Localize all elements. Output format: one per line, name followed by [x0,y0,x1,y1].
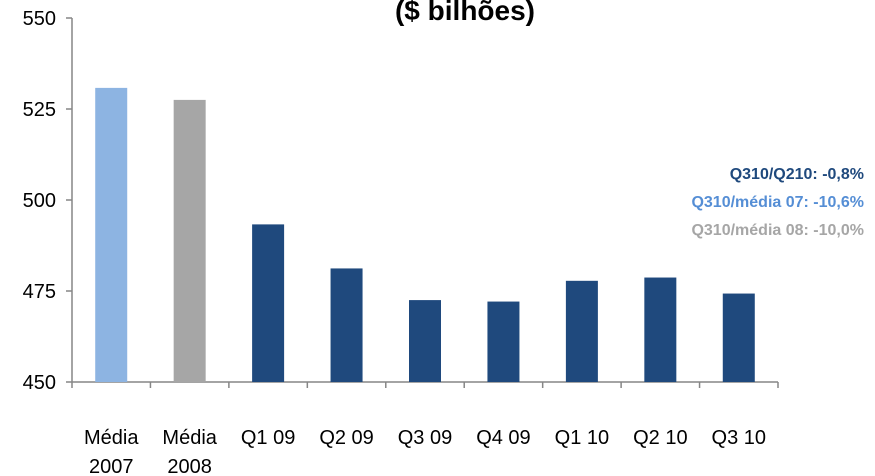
chart-title: ($ bilhões) [395,0,535,26]
x-tick-label: Q3 09 [398,427,452,449]
x-tick-label: Q2 09 [319,427,373,449]
y-tick-label: 450 [23,372,56,394]
bar [409,300,441,382]
x-tick-label: 2007 [89,456,134,476]
x-tick-label: Q3 10 [712,427,766,449]
bar [330,268,363,382]
x-axis-labels: Média 2007 Média 2008 Q1 09 Q2 09 Q3 09 Q4 09 Q1… [84,427,766,476]
y-axis-ticks: 450 475 500 525 550 [23,8,72,394]
bar [722,293,755,382]
x-tick-label: Q1 10 [555,427,609,449]
x-axis-ticks [71,382,779,388]
bar [565,280,598,382]
y-tick-label: 550 [23,8,56,30]
comparison-annotation: Q310/média 07: -10,6% [691,194,864,211]
comparison-annotation: Q310/média 08: -10,0% [691,222,864,239]
x-tick-label: Q1 09 [241,427,295,449]
comparison-annotation: Q310/Q210: -0,8% [730,166,864,183]
y-tick-label: 525 [23,99,56,121]
y-tick-label: 475 [23,281,56,303]
bar [487,301,520,382]
x-tick-label: 2008 [167,456,212,476]
bar [252,224,285,382]
x-tick-label: Q4 09 [476,427,530,449]
annotations-group: Q310/Q210: -0,8% Q310/média 07: -10,6% Q31… [691,166,864,239]
bars-group [95,87,755,383]
bar [173,99,206,383]
bar [644,277,677,382]
x-tick-label: Média [84,427,139,449]
bar [95,87,128,382]
x-tick-label: Média [162,427,217,449]
x-tick-label: Q2 10 [633,427,687,449]
y-tick-label: 500 [23,190,56,212]
